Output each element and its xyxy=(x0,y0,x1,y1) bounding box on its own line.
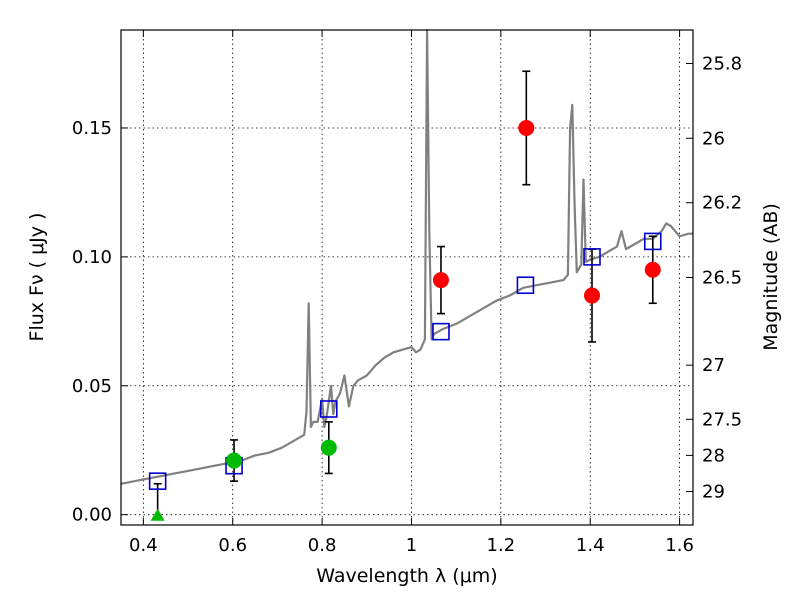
green-detection-point xyxy=(320,439,337,456)
right-tick-label: 28 xyxy=(702,445,725,466)
model-photometry-square xyxy=(319,400,338,418)
x-tick-label: 1.6 xyxy=(665,535,694,556)
x-tick-label: 1.2 xyxy=(487,535,516,556)
right-tick-label: 26.2 xyxy=(702,193,742,214)
right-tick-label: 26 xyxy=(702,128,725,149)
right-tick-label: 27.5 xyxy=(702,409,742,430)
x-tick-label: 1.4 xyxy=(576,535,605,556)
green-triangle-marker xyxy=(150,508,165,521)
y-tick-label: 0.15 xyxy=(72,118,112,139)
x-tick-label: 0.6 xyxy=(218,535,247,556)
right-tick-label: 26.5 xyxy=(702,268,742,289)
model-spectrum-line xyxy=(120,28,693,485)
green-detection-point xyxy=(226,452,243,469)
red-detection-point xyxy=(644,261,661,278)
y-tick-label: 0.05 xyxy=(72,376,112,397)
x-tick-label: 0.8 xyxy=(308,535,337,556)
plot-frame xyxy=(120,29,694,526)
grid-lines xyxy=(121,30,693,525)
x-tick-label: 1 xyxy=(406,535,417,556)
y-tick-label: 0.00 xyxy=(72,505,112,526)
x-axis-label: Wavelength λ (μm) xyxy=(316,565,497,587)
right-axis-label: Magnitude (AB) xyxy=(760,203,782,351)
model-spectrum xyxy=(120,28,693,485)
y-tick-label: 0.10 xyxy=(72,247,112,268)
red-detection-point xyxy=(432,272,449,289)
error-bars xyxy=(153,70,657,515)
red-detection-point xyxy=(584,287,601,304)
right-tick-label: 29 xyxy=(702,481,725,502)
x-tick-label: 0.4 xyxy=(129,535,158,556)
right-axis-ticks: 25.8 26 26.2 26.5 27 27.5 28 29 xyxy=(686,54,742,502)
model-photometry-square xyxy=(516,276,535,295)
model-photometry-square xyxy=(432,322,450,341)
red-detection-point xyxy=(518,119,535,136)
y-axis-label: Flux Fν ( μJy ) xyxy=(26,213,48,342)
right-tick-label: 27 xyxy=(702,355,725,376)
model-photometry-square xyxy=(643,232,662,251)
model-photometry-square xyxy=(148,472,167,490)
y-axis-ticks: 0.00 0.05 0.10 0.15 xyxy=(72,118,128,526)
x-axis-ticks: 0.4 0.6 0.8 1 1.2 1.4 1.6 xyxy=(129,30,694,556)
model-photometry-square xyxy=(583,248,601,266)
right-tick-label: 25.8 xyxy=(702,54,742,75)
data-markers xyxy=(148,119,662,521)
